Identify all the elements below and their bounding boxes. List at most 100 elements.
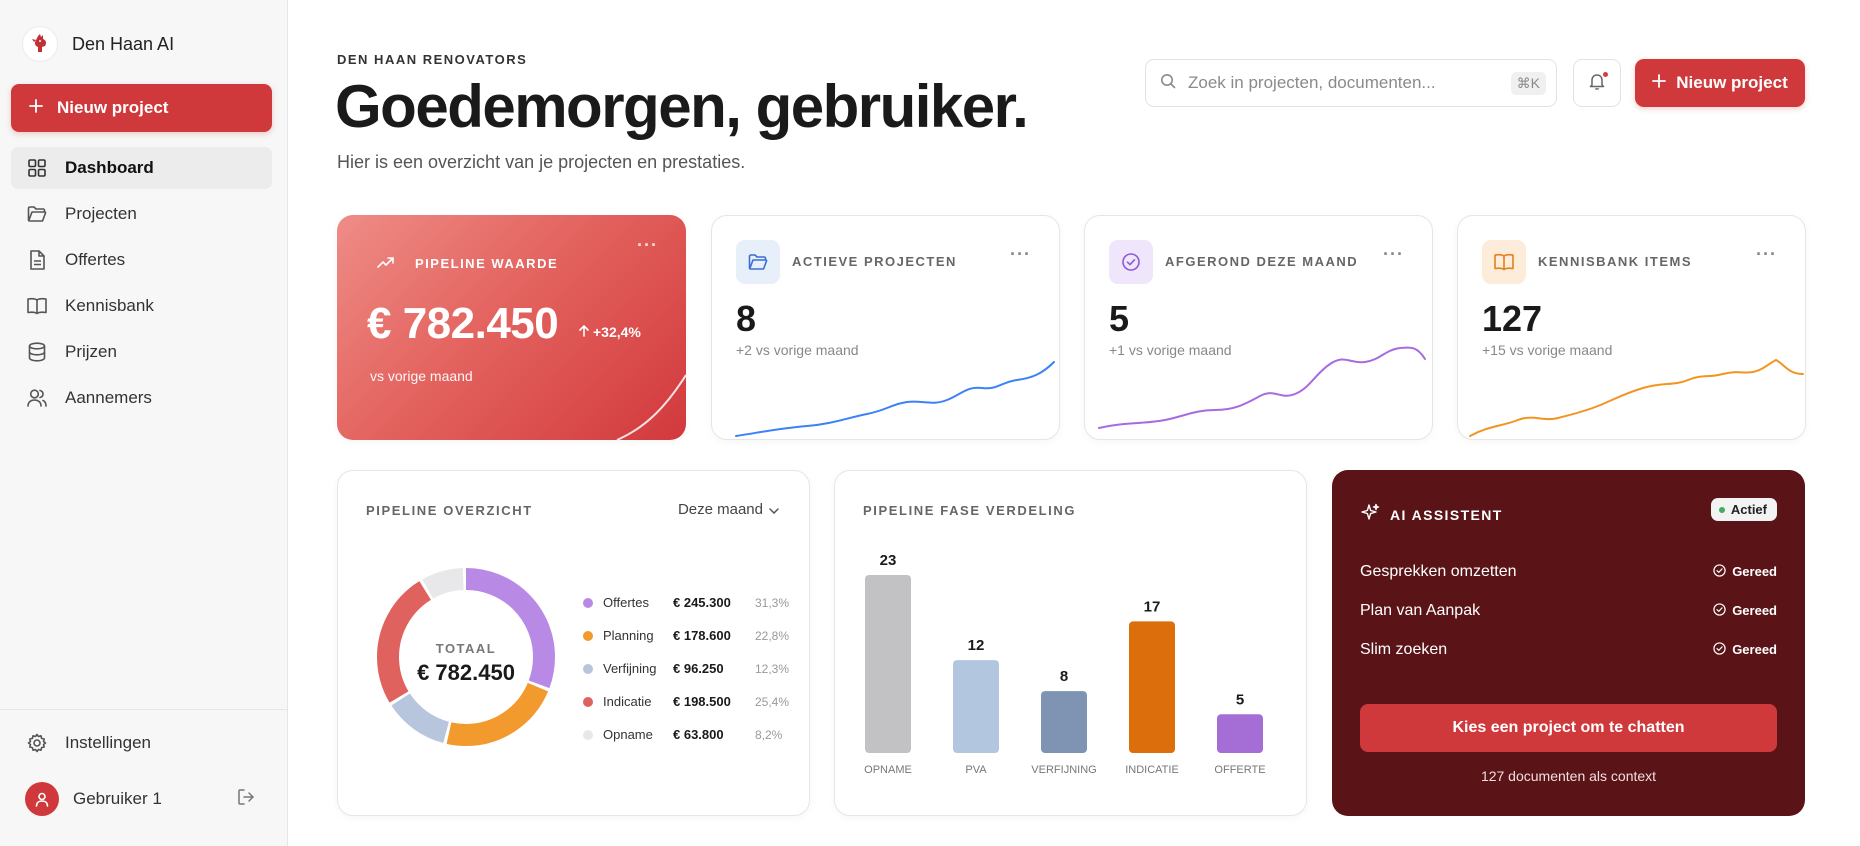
- bar-category-label: OFFERTE: [1214, 764, 1265, 776]
- more-options-icon[interactable]: ···: [1010, 244, 1031, 264]
- legend-label: Planning: [603, 628, 654, 643]
- page-title: Goedemorgen, gebruiker.: [335, 73, 1029, 140]
- legend-percentage: 25,4%: [755, 694, 790, 709]
- sidebar-new-project-label: Nieuw project: [57, 98, 169, 117]
- legend-label: Verfijning: [603, 661, 657, 676]
- logout-icon[interactable]: [237, 788, 255, 811]
- kpi-value: 5: [1109, 298, 1130, 339]
- kpi-sub: +15 vs vorige maand: [1482, 342, 1613, 358]
- kpi-decor-curve: [616, 374, 686, 440]
- avatar: [25, 782, 59, 816]
- sidebar-item-instellingen[interactable]: Instellingen: [27, 733, 151, 753]
- sidebar-divider: [0, 709, 288, 710]
- check-circle-icon: [1713, 602, 1726, 619]
- more-options-icon[interactable]: ···: [637, 235, 658, 255]
- kpi-label: ACTIEVE PROJECTEN: [792, 254, 957, 269]
- section-title: PIPELINE OVERZICHT: [366, 503, 533, 518]
- notifications-button[interactable]: [1573, 59, 1621, 107]
- kpi-card-active-projects[interactable]: ACTIEVE PROJECTEN ··· 8 +2 vs vorige maa…: [711, 215, 1060, 440]
- kpi-value: 8: [736, 298, 757, 339]
- book-icon: [1482, 240, 1526, 284]
- donut-legend: Offertes € 245.300 31,3% Planning € 178.…: [583, 586, 793, 751]
- new-project-label: Nieuw project: [1676, 73, 1788, 92]
- user-name: Gebruiker 1: [73, 789, 162, 808]
- bar-value-label: 23: [880, 552, 897, 569]
- search-input[interactable]: Zoek in projecten, documenten... ⌘K: [1145, 59, 1557, 107]
- sidebar-item-label: Aannemers: [65, 388, 152, 407]
- ai-feature-status: Gereed: [1713, 641, 1777, 658]
- kpi-sub: +1 vs vorige maand: [1109, 342, 1232, 358]
- sidebar-item-label: Projecten: [65, 204, 137, 223]
- sidebar-item-projecten[interactable]: Projecten: [11, 193, 272, 235]
- legend-dot: [583, 696, 593, 707]
- kpi-sparkline: [1098, 346, 1426, 429]
- user-profile[interactable]: Gebruiker 1: [25, 782, 255, 816]
- legend-label: Opname: [603, 727, 653, 742]
- folder-icon: [736, 240, 780, 284]
- more-options-icon[interactable]: ···: [1756, 244, 1777, 264]
- choose-project-chat-button[interactable]: Kies een project om te chatten: [1360, 704, 1777, 752]
- sidebar-item-dashboard[interactable]: Dashboard: [11, 147, 272, 189]
- gear-icon: [27, 733, 47, 753]
- kpi-card-completed[interactable]: AFGEROND DEZE MAAND ··· 5 +1 vs vorige m…: [1084, 215, 1433, 440]
- new-project-button[interactable]: Nieuw project: [1635, 59, 1805, 107]
- search-placeholder: Zoek in projecten, documenten...: [1188, 73, 1436, 92]
- legend-item: Verfijning € 96.250 12,3%: [583, 652, 793, 685]
- legend-value: € 198.500: [673, 694, 731, 709]
- legend-item: Opname € 63.800 8,2%: [583, 718, 793, 751]
- ai-feature-label: Plan van Aanpak: [1360, 601, 1481, 619]
- kpi-value: € 782.450: [367, 299, 559, 348]
- grid-icon: [27, 158, 47, 178]
- ai-feature-list: Gesprekken omzetten Gereed Plan van Aanp…: [1360, 552, 1777, 669]
- legend-dot: [583, 597, 593, 608]
- legend-value: € 178.600: [673, 628, 731, 643]
- bar-category-label: INDICATIE: [1125, 764, 1179, 776]
- brand-name: Den Haan AI: [72, 33, 175, 54]
- sidebar-item-kennisbank[interactable]: Kennisbank: [11, 285, 272, 327]
- legend-percentage: 8,2%: [755, 727, 783, 742]
- ai-feature-status-label: Gereed: [1732, 642, 1777, 657]
- kpi-card-knowledge[interactable]: KENNISBANK ITEMS ··· 127 +15 vs vorige m…: [1457, 215, 1806, 440]
- legend-item: Indicatie € 198.500 25,4%: [583, 685, 793, 718]
- sidebar-item-label: Dashboard: [65, 158, 154, 177]
- folder-icon: [27, 204, 47, 224]
- phase-bar-chart: 23 OPNAME 12 PVA 8 VERFIJNING 17 INDICATIE 5 OFFE…: [864, 552, 1265, 776]
- legend-item: Offertes € 245.300 31,3%: [583, 586, 793, 619]
- ai-feature-label: Gesprekken omzetten: [1360, 562, 1517, 580]
- legend-label: Offertes: [603, 595, 650, 610]
- sidebar-new-project-button[interactable]: Nieuw project: [11, 84, 272, 132]
- bar-category-label: OPNAME: [864, 764, 912, 776]
- legend-percentage: 31,3%: [755, 595, 790, 610]
- more-options-icon[interactable]: ···: [1383, 244, 1404, 264]
- kpi-label: KENNISBANK ITEMS: [1538, 254, 1693, 269]
- kpi-change-value: +32,4%: [593, 324, 641, 340]
- ai-feature-status: Gereed: [1713, 602, 1777, 619]
- ai-feature-item: Gesprekken omzetten Gereed: [1360, 552, 1777, 591]
- bar: [1129, 621, 1175, 753]
- check-circle-icon: [1713, 641, 1726, 658]
- company-eyebrow: DEN HAAN RENOVATORS: [337, 52, 528, 67]
- settings-label: Instellingen: [65, 733, 152, 752]
- bell-icon: [1588, 72, 1606, 95]
- sidebar-item-aannemers[interactable]: Aannemers: [11, 377, 272, 419]
- brand[interactable]: Den Haan AI: [22, 26, 174, 62]
- kpi-value: 127: [1482, 298, 1543, 339]
- kpi-sub: +2 vs vorige maand: [736, 342, 859, 358]
- database-icon: [27, 342, 47, 362]
- pipeline-phase-card: PIPELINE FASE VERDELING 23 OPNAME 12 PVA 8 VE…: [834, 470, 1307, 816]
- bar-value-label: 17: [1144, 598, 1161, 615]
- kpi-change: +32,4%: [579, 324, 641, 340]
- check-circle-icon: [1713, 563, 1726, 580]
- kpi-card-pipeline[interactable]: PIPELINE WAARDE ··· € 782.450 +32,4% vs …: [337, 215, 686, 440]
- check-circle-icon: [1109, 240, 1153, 284]
- sidebar-item-label: Offertes: [65, 250, 126, 269]
- sidebar-nav: Dashboard Projecten Offertes Kennisbank …: [11, 147, 272, 423]
- period-select[interactable]: Deze maand: [678, 501, 779, 518]
- donut-total-value: € 782.450: [417, 660, 515, 685]
- period-select-value: Deze maand: [677, 501, 763, 518]
- sidebar-item-offertes[interactable]: Offertes: [11, 239, 272, 281]
- page-subtitle: Hier is een overzicht van je projecten e…: [337, 152, 746, 172]
- legend-value: € 245.300: [673, 595, 731, 610]
- sidebar-item-prijzen[interactable]: Prijzen: [11, 331, 272, 373]
- ai-feature-status-label: Gereed: [1732, 603, 1777, 618]
